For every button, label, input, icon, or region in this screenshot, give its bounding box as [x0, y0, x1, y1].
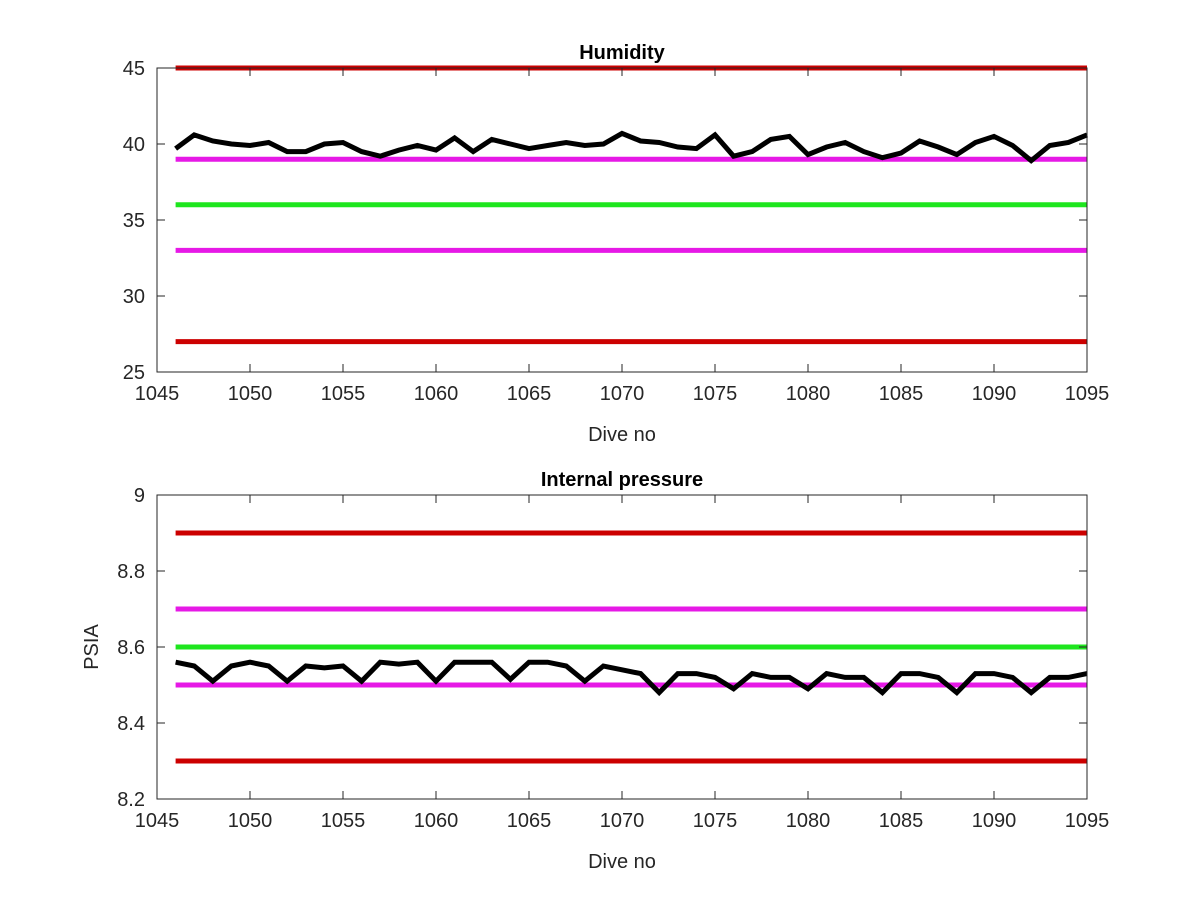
y-tick-label: 30	[123, 286, 145, 308]
x-tick-label: 1080	[786, 810, 831, 832]
x-tick-label: 1055	[321, 383, 366, 405]
chart-title: Humidity	[579, 42, 665, 64]
x-tick-label: 1085	[879, 810, 924, 832]
x-tick-label: 1070	[600, 383, 645, 405]
x-tick-label: 1080	[786, 383, 831, 405]
y-tick-label: 9	[134, 485, 145, 507]
series-line	[174, 130, 1088, 164]
x-tick-label: 1050	[228, 810, 273, 832]
y-tick-label: 25	[123, 362, 145, 384]
y-axis-label: PSIA	[81, 624, 103, 670]
x-tick-label: 1095	[1065, 383, 1110, 405]
x-axis-label: Dive no	[588, 424, 656, 446]
y-tick-label: 8.8	[117, 561, 145, 583]
chart-title: Internal pressure	[541, 469, 703, 491]
y-tick-label: 35	[123, 210, 145, 232]
x-axis-label: Dive no	[588, 851, 656, 873]
x-tick-label: 1090	[972, 810, 1017, 832]
x-tick-label: 1050	[228, 383, 273, 405]
x-tick-label: 1045	[135, 810, 180, 832]
x-tick-label: 1070	[600, 810, 645, 832]
y-tick-label: 45	[123, 58, 145, 80]
axes-frame	[156, 67, 1088, 373]
internal-pressure-chart-panel: Internal pressure Dive no PSIA 1045 1050 1…	[81, 469, 1109, 873]
y-tick-label: 8.4	[117, 713, 145, 735]
y-tick-label: 40	[123, 134, 145, 156]
x-tick-label: 1045	[135, 383, 180, 405]
x-tick-label: 1095	[1065, 810, 1110, 832]
y-tick-label: 8.2	[117, 789, 145, 811]
x-tick-label: 1090	[972, 383, 1017, 405]
x-tick-label: 1085	[879, 383, 924, 405]
x-tick-label: 1065	[507, 383, 552, 405]
x-tick-label: 1060	[414, 383, 459, 405]
x-tick-label: 1075	[693, 810, 738, 832]
x-tick-label: 1060	[414, 810, 459, 832]
series-line	[175, 659, 1088, 697]
x-tick-label: 1065	[507, 810, 552, 832]
x-tick-label: 1075	[693, 383, 738, 405]
x-tick-label: 1055	[321, 810, 366, 832]
y-tick-label: 8.6	[117, 637, 145, 659]
humidity-chart-panel: Humidity Dive no 1045 1050 1055 1060 1065 107…	[123, 42, 1110, 446]
